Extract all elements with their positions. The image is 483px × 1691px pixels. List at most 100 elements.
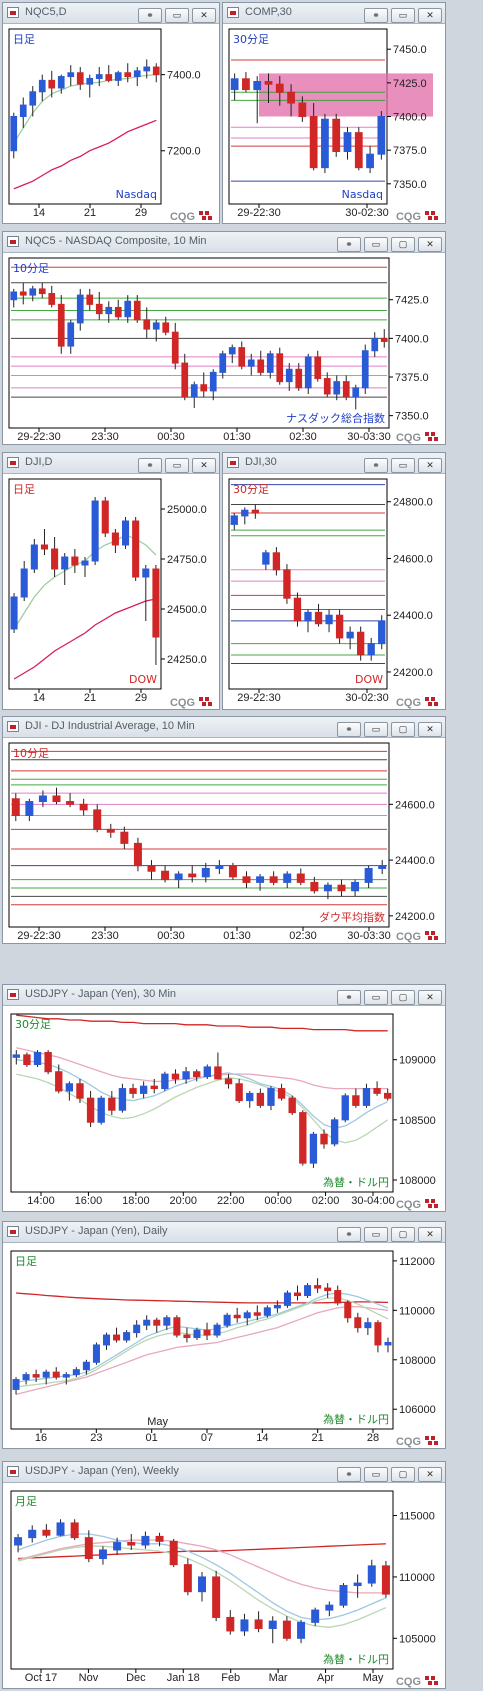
candle-body	[62, 1374, 70, 1378]
link-icon[interactable]: ⚭	[364, 458, 388, 473]
candle	[33, 1050, 42, 1067]
chart-area[interactable]: 7425.0 7400.0 7375.0 7350.0 29-22:30 23:30 00:…	[3, 253, 445, 445]
candle-body	[353, 1582, 362, 1587]
link-icon[interactable]: ⚭	[364, 8, 388, 23]
minimize-icon[interactable]: ▭	[391, 8, 415, 23]
candle-body	[381, 1565, 390, 1595]
titlebar[interactable]: USDJPY - Japan (Yen), Weekly ⚭ ▭ ▢ ✕	[3, 1462, 445, 1483]
cqg-logo-text: CQG	[396, 1199, 421, 1211]
minimize-icon[interactable]: ▭	[364, 1227, 388, 1242]
minimize-icon[interactable]: ▭	[391, 458, 415, 473]
candle	[283, 871, 292, 888]
candle-body	[364, 867, 373, 883]
y-tick-label: 109000	[399, 1055, 436, 1067]
chart-area[interactable]: 109000 108500 108000 14:00 16:00 18:00 20:00 22…	[3, 1006, 445, 1212]
candle	[371, 332, 379, 357]
timeframe-label: 30分足	[233, 33, 269, 46]
candle	[76, 67, 84, 90]
restore-icon[interactable]: ▢	[391, 990, 415, 1005]
candle	[19, 97, 27, 128]
titlebar[interactable]: NQC5 - NASDAQ Composite, 10 Min ⚭ ▭ ▢ ✕	[3, 232, 445, 253]
close-icon[interactable]: ✕	[418, 1227, 442, 1242]
titlebar[interactable]: COMP,30 ⚭ ▭ ✕	[223, 3, 445, 24]
chart-area[interactable]: 112000 110000 108000 106000 16 23 01 07 14 21 28 Ma…	[3, 1243, 445, 1449]
y-tick-label: 7450.0	[393, 44, 427, 56]
chart-area[interactable]: 24600.0 24400.0 24200.0 29-22:30 23:30 00:30 0…	[3, 738, 445, 944]
candle	[91, 497, 99, 565]
candle-body	[304, 1285, 312, 1296]
candle	[72, 1367, 80, 1378]
minimize-icon[interactable]: ▭	[364, 722, 388, 737]
close-icon[interactable]: ✕	[418, 458, 442, 473]
candle	[114, 299, 122, 320]
cqg-logo-mark	[431, 931, 435, 935]
x-tick-label: 02:30	[289, 930, 317, 942]
titlebar[interactable]: NQC5,D ⚭ ▭ ✕	[3, 3, 219, 24]
restore-icon[interactable]: ▢	[391, 1227, 415, 1242]
candle	[82, 1359, 90, 1375]
x-tick-label: 18:00	[122, 1195, 150, 1207]
y-tick-label: 7425.0	[395, 295, 429, 307]
minimize-icon[interactable]: ▭	[165, 458, 189, 473]
candle-body	[102, 1334, 111, 1346]
link-icon[interactable]: ⚭	[337, 1467, 361, 1482]
candle	[256, 874, 265, 891]
close-icon[interactable]: ✕	[192, 8, 216, 23]
titlebar[interactable]: USDJPY - Japan (Yen), 30 Min ⚭ ▭ ▢ ✕	[3, 985, 445, 1006]
x-tick-label: Feb	[221, 1672, 240, 1684]
link-icon[interactable]: ⚭	[138, 458, 162, 473]
timeframe-label: 30分足	[233, 483, 269, 496]
candle-body	[120, 831, 129, 844]
candle-body	[352, 387, 360, 398]
chart-area[interactable]: 24800.0 24600.0 24400.0 24200.0 29-22:30 30-0…	[223, 474, 445, 710]
timeframe-label: 月足	[15, 1495, 37, 1508]
minimize-icon[interactable]: ▭	[165, 8, 189, 23]
link-icon[interactable]: ⚭	[337, 237, 361, 252]
close-icon[interactable]: ✕	[418, 8, 442, 23]
y-tick-label: 108000	[399, 1355, 436, 1367]
candle	[143, 1315, 151, 1331]
minimize-icon[interactable]: ▭	[364, 1467, 388, 1482]
chart-area[interactable]: 7400.0 7200.0 14 21 29 日足 Nasdaq CQG	[3, 24, 219, 224]
candle	[70, 1519, 79, 1541]
candle	[20, 561, 28, 601]
candle	[384, 1337, 392, 1353]
titlebar[interactable]: DJI,D ⚭ ▭ ✕	[3, 453, 219, 474]
chart-area[interactable]: 7450.0 7425.0 7400.0 7375.0 7350.0 29-22:30 30…	[223, 24, 445, 224]
candle-body	[163, 1317, 171, 1326]
minimize-icon[interactable]: ▭	[364, 237, 388, 252]
link-icon[interactable]: ⚭	[337, 990, 361, 1005]
candle-body	[127, 1542, 136, 1546]
candle-body	[142, 568, 150, 578]
titlebar[interactable]: DJI,30 ⚭ ▭ ✕	[223, 453, 445, 474]
candle	[256, 1088, 265, 1108]
window-dji-daily: DJI,D ⚭ ▭ ✕ 25000.0 24750.0 24500.0 24250.0 14…	[2, 452, 220, 710]
link-icon[interactable]: ⚭	[337, 722, 361, 737]
chart-area[interactable]: 115000 110000 105000 Oct 17 Nov Dec Jan 18 Feb M…	[3, 1483, 445, 1689]
candle	[242, 72, 250, 93]
candle	[142, 565, 150, 621]
restore-icon[interactable]: ▢	[391, 237, 415, 252]
cqg-logo-mark	[428, 936, 432, 940]
candle	[343, 127, 352, 160]
chart-area[interactable]: 25000.0 24750.0 24500.0 24250.0 14 21 29 日足 DOW C…	[3, 474, 219, 710]
restore-icon[interactable]: ▢	[391, 722, 415, 737]
close-icon[interactable]: ✕	[418, 722, 442, 737]
candle	[243, 1310, 251, 1326]
candle-body	[203, 1066, 211, 1078]
plot-frame	[8, 257, 390, 429]
link-icon[interactable]: ⚭	[138, 8, 162, 23]
minimize-icon[interactable]: ▭	[364, 990, 388, 1005]
candle	[361, 344, 369, 394]
close-icon[interactable]: ✕	[418, 1467, 442, 1482]
titlebar[interactable]: USDJPY - Japan (Yen), Daily ⚭ ▭ ▢ ✕	[3, 1222, 445, 1243]
close-icon[interactable]: ✕	[418, 990, 442, 1005]
link-icon[interactable]: ⚭	[337, 1227, 361, 1242]
candle	[354, 1312, 362, 1333]
close-icon[interactable]: ✕	[418, 237, 442, 252]
close-icon[interactable]: ✕	[192, 458, 216, 473]
candle-body	[169, 1540, 178, 1566]
y-tick-label: 24600.0	[393, 553, 433, 565]
restore-icon[interactable]: ▢	[391, 1467, 415, 1482]
titlebar[interactable]: DJI - DJ Industrial Average, 10 Min ⚭ ▭ ▢ ✕	[3, 717, 445, 738]
